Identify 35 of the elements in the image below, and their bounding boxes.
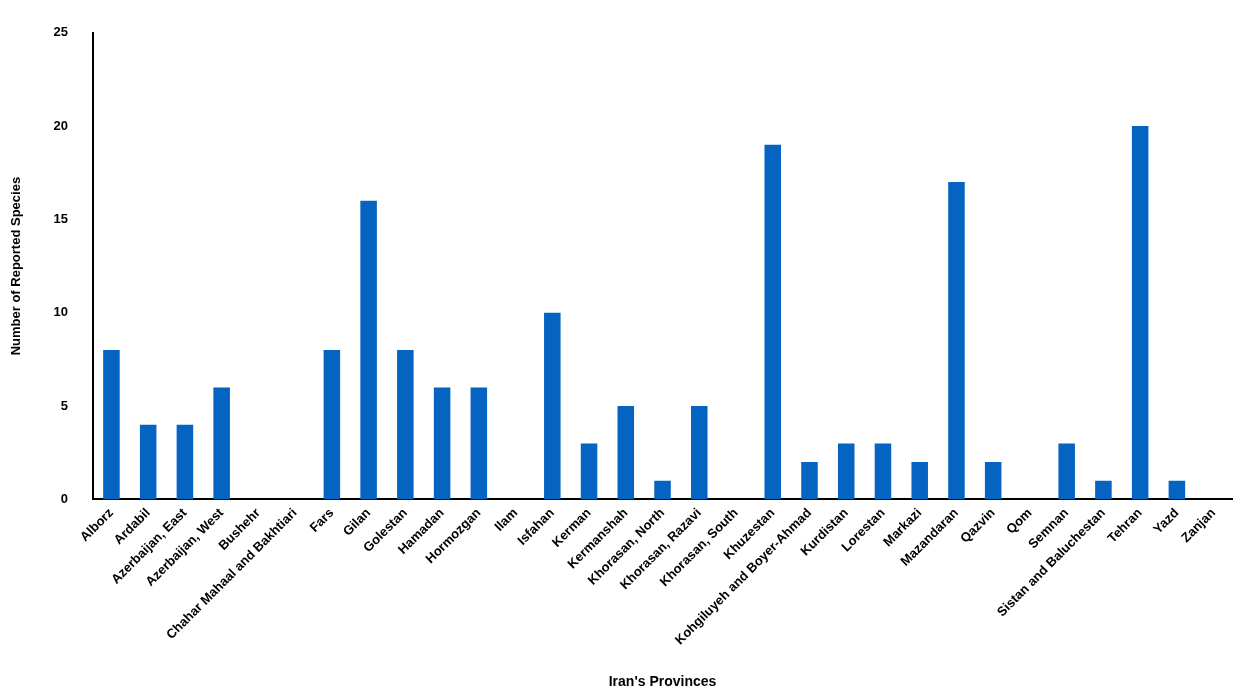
bar	[1131, 126, 1149, 500]
bar	[911, 462, 928, 500]
bar	[948, 182, 965, 500]
y-axis-title: Number of Reported Species	[8, 176, 24, 356]
y-tick-label: 10	[53, 304, 69, 320]
bar	[470, 387, 488, 500]
bar	[1058, 443, 1075, 500]
bar	[397, 350, 414, 500]
bar	[323, 350, 341, 500]
bar	[617, 406, 635, 500]
bar	[984, 462, 1002, 500]
bar	[360, 200, 377, 500]
bar	[837, 443, 855, 500]
bar	[801, 462, 818, 500]
y-tick-label: 15	[53, 211, 69, 227]
bar	[580, 443, 598, 500]
y-tick-label: 5	[60, 397, 69, 413]
bar	[176, 424, 194, 500]
bar	[433, 387, 451, 500]
bar	[544, 312, 561, 500]
bar	[764, 144, 782, 500]
bar	[691, 406, 708, 500]
bar	[1095, 480, 1112, 500]
x-tick-label: Fars	[306, 504, 337, 535]
bar	[654, 480, 671, 500]
bar	[874, 443, 892, 500]
x-axis-title: Iran's Provinces	[608, 673, 717, 690]
y-tick-label: 0	[60, 490, 69, 506]
bar	[139, 424, 157, 500]
bar	[213, 387, 230, 500]
bar	[103, 350, 120, 500]
y-tick-label: 20	[53, 117, 69, 133]
bar	[1168, 480, 1186, 500]
x-tick-label: Ilam	[491, 504, 521, 534]
y-tick-label: 25	[53, 24, 69, 40]
